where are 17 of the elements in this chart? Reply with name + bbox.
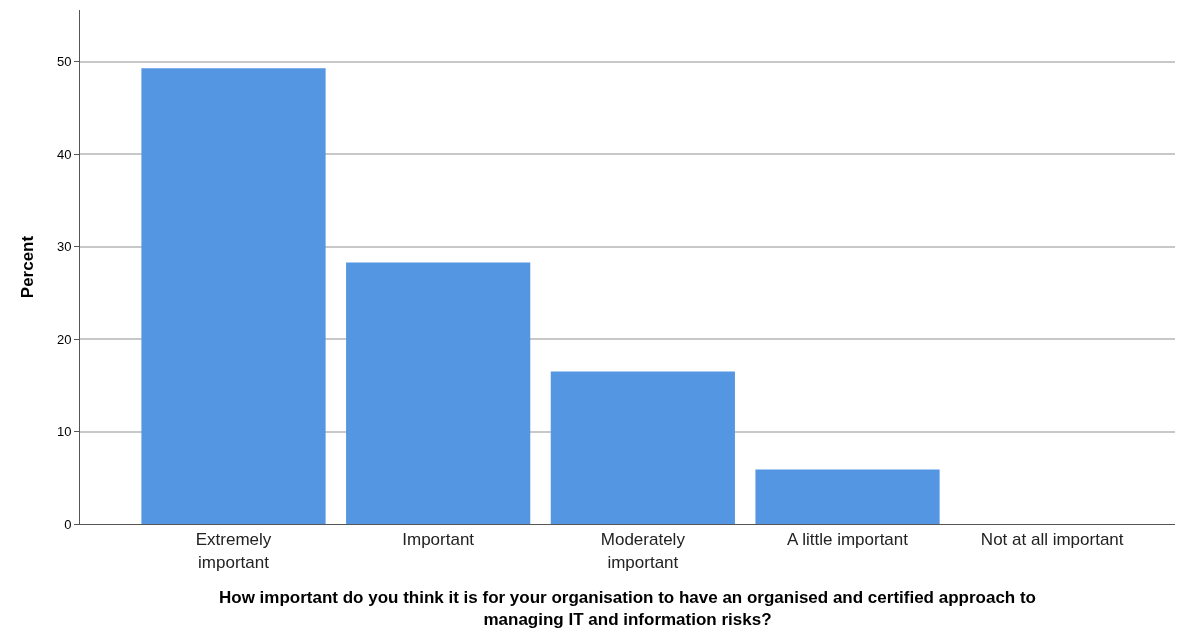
y-tick-label: 40: [56, 146, 72, 162]
x-tick-label: Important: [402, 530, 475, 550]
x-tick-label: Moderately important: [600, 530, 686, 572]
x-tick-label: Not at all important: [980, 530, 1124, 550]
bar: [550, 371, 735, 524]
y-tick-label: 20: [56, 331, 72, 347]
y-tick-label: 0: [64, 516, 72, 532]
y-tick-label: 50: [56, 54, 72, 70]
bar: [346, 262, 531, 524]
y-axis-title: Percent: [18, 235, 38, 299]
x-tick-label: A little important: [787, 530, 909, 550]
bar: [141, 68, 326, 524]
x-axis-title: How important do you think it is for your organisation to have an organised and certified approach to managing IT and information risks?: [218, 587, 1037, 629]
y-tick-label: 10: [56, 424, 72, 440]
y-tick-label: 30: [56, 239, 72, 255]
bar: [755, 469, 940, 524]
x-tick-label: Extremely important: [195, 530, 272, 572]
